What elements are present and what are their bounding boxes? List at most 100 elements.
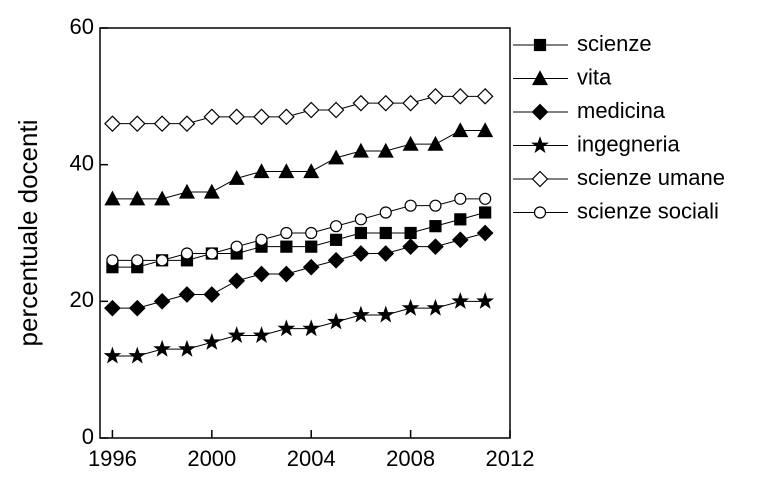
series-line [112,130,486,200]
data-point [230,240,243,253]
x-tick-label: 2004 [287,446,336,471]
data-point [354,226,368,240]
data-point [178,339,196,357]
data-point [352,305,370,323]
data-point [280,226,293,240]
x-tick-label: 2008 [386,446,435,471]
legend-label: medicina [577,98,666,123]
y-axis-label: percentuale docenti [13,120,43,347]
data-point [103,346,122,364]
data-point [227,326,246,344]
x-tick-label: 2000 [187,446,236,471]
y-tick-label: 0 [82,424,94,449]
data-point [303,163,320,179]
data-point [377,142,394,158]
data-point [379,226,392,240]
data-point [106,254,119,267]
data-point [305,226,318,240]
data-point [327,251,345,269]
data-point [278,108,295,126]
data-point [329,220,343,233]
series-line [112,198,486,261]
data-point [302,319,321,337]
data-point [305,240,318,253]
data-point [252,326,271,344]
legend-marker [533,206,547,219]
data-point [451,292,470,309]
data-point [228,170,245,185]
data-point [329,233,343,246]
data-point [280,240,293,253]
data-point [104,299,121,317]
data-point [327,101,345,119]
legend-label: ingegneria [577,131,681,156]
data-point [451,87,469,105]
data-point [255,233,268,246]
data-point [203,183,220,199]
legend-label: vita [577,64,612,89]
data-point [476,224,494,242]
data-point [479,206,492,219]
legend-label: scienze umane [577,165,725,190]
data-point [253,163,270,179]
data-point [128,115,146,133]
data-point [154,190,171,206]
data-point [476,292,495,309]
legend-label: scienze [577,31,652,56]
data-point [451,231,469,249]
data-point [352,94,370,112]
data-point [302,258,320,276]
data-point [404,226,417,240]
data-point [354,213,368,226]
data-point [476,87,494,105]
data-point [153,115,171,133]
data-point [427,87,444,105]
plot-frame [99,27,511,439]
data-point [205,247,218,260]
legend-marker [531,170,549,188]
data-point [379,206,392,219]
data-point [376,305,395,323]
data-point [352,245,370,262]
data-point [429,220,442,233]
series-line [112,212,486,268]
data-point [104,190,121,206]
series-line [112,232,486,309]
data-point [202,333,221,350]
data-point [129,190,146,206]
data-point [228,108,246,126]
data-point [427,135,444,151]
data-point [429,199,442,212]
data-point [454,192,467,205]
data-point [180,247,194,260]
data-point [427,238,444,256]
data-point [277,319,296,337]
data-point [454,213,467,226]
data-point [153,339,171,357]
data-point [128,299,146,317]
data-point [203,108,221,126]
y-tick-label: 20 [70,287,94,312]
y-tick-label: 60 [70,14,94,39]
legend-marker [531,103,549,121]
data-point [327,312,345,330]
data-point [153,292,171,310]
data-point [178,286,196,303]
data-point [402,94,419,112]
data-point [302,101,320,119]
x-tick-label: 1996 [88,446,137,471]
legend-label: scienze sociali [577,198,719,223]
data-point [426,298,445,316]
data-point [278,163,295,179]
data-point [278,265,295,283]
data-point [104,115,121,133]
data-point [479,192,492,205]
legend-marker [531,136,549,154]
data-point [328,149,345,165]
data-point [477,122,494,138]
data-point [253,265,270,283]
data-point [128,346,147,364]
data-point [156,254,169,267]
data-point [352,142,369,158]
